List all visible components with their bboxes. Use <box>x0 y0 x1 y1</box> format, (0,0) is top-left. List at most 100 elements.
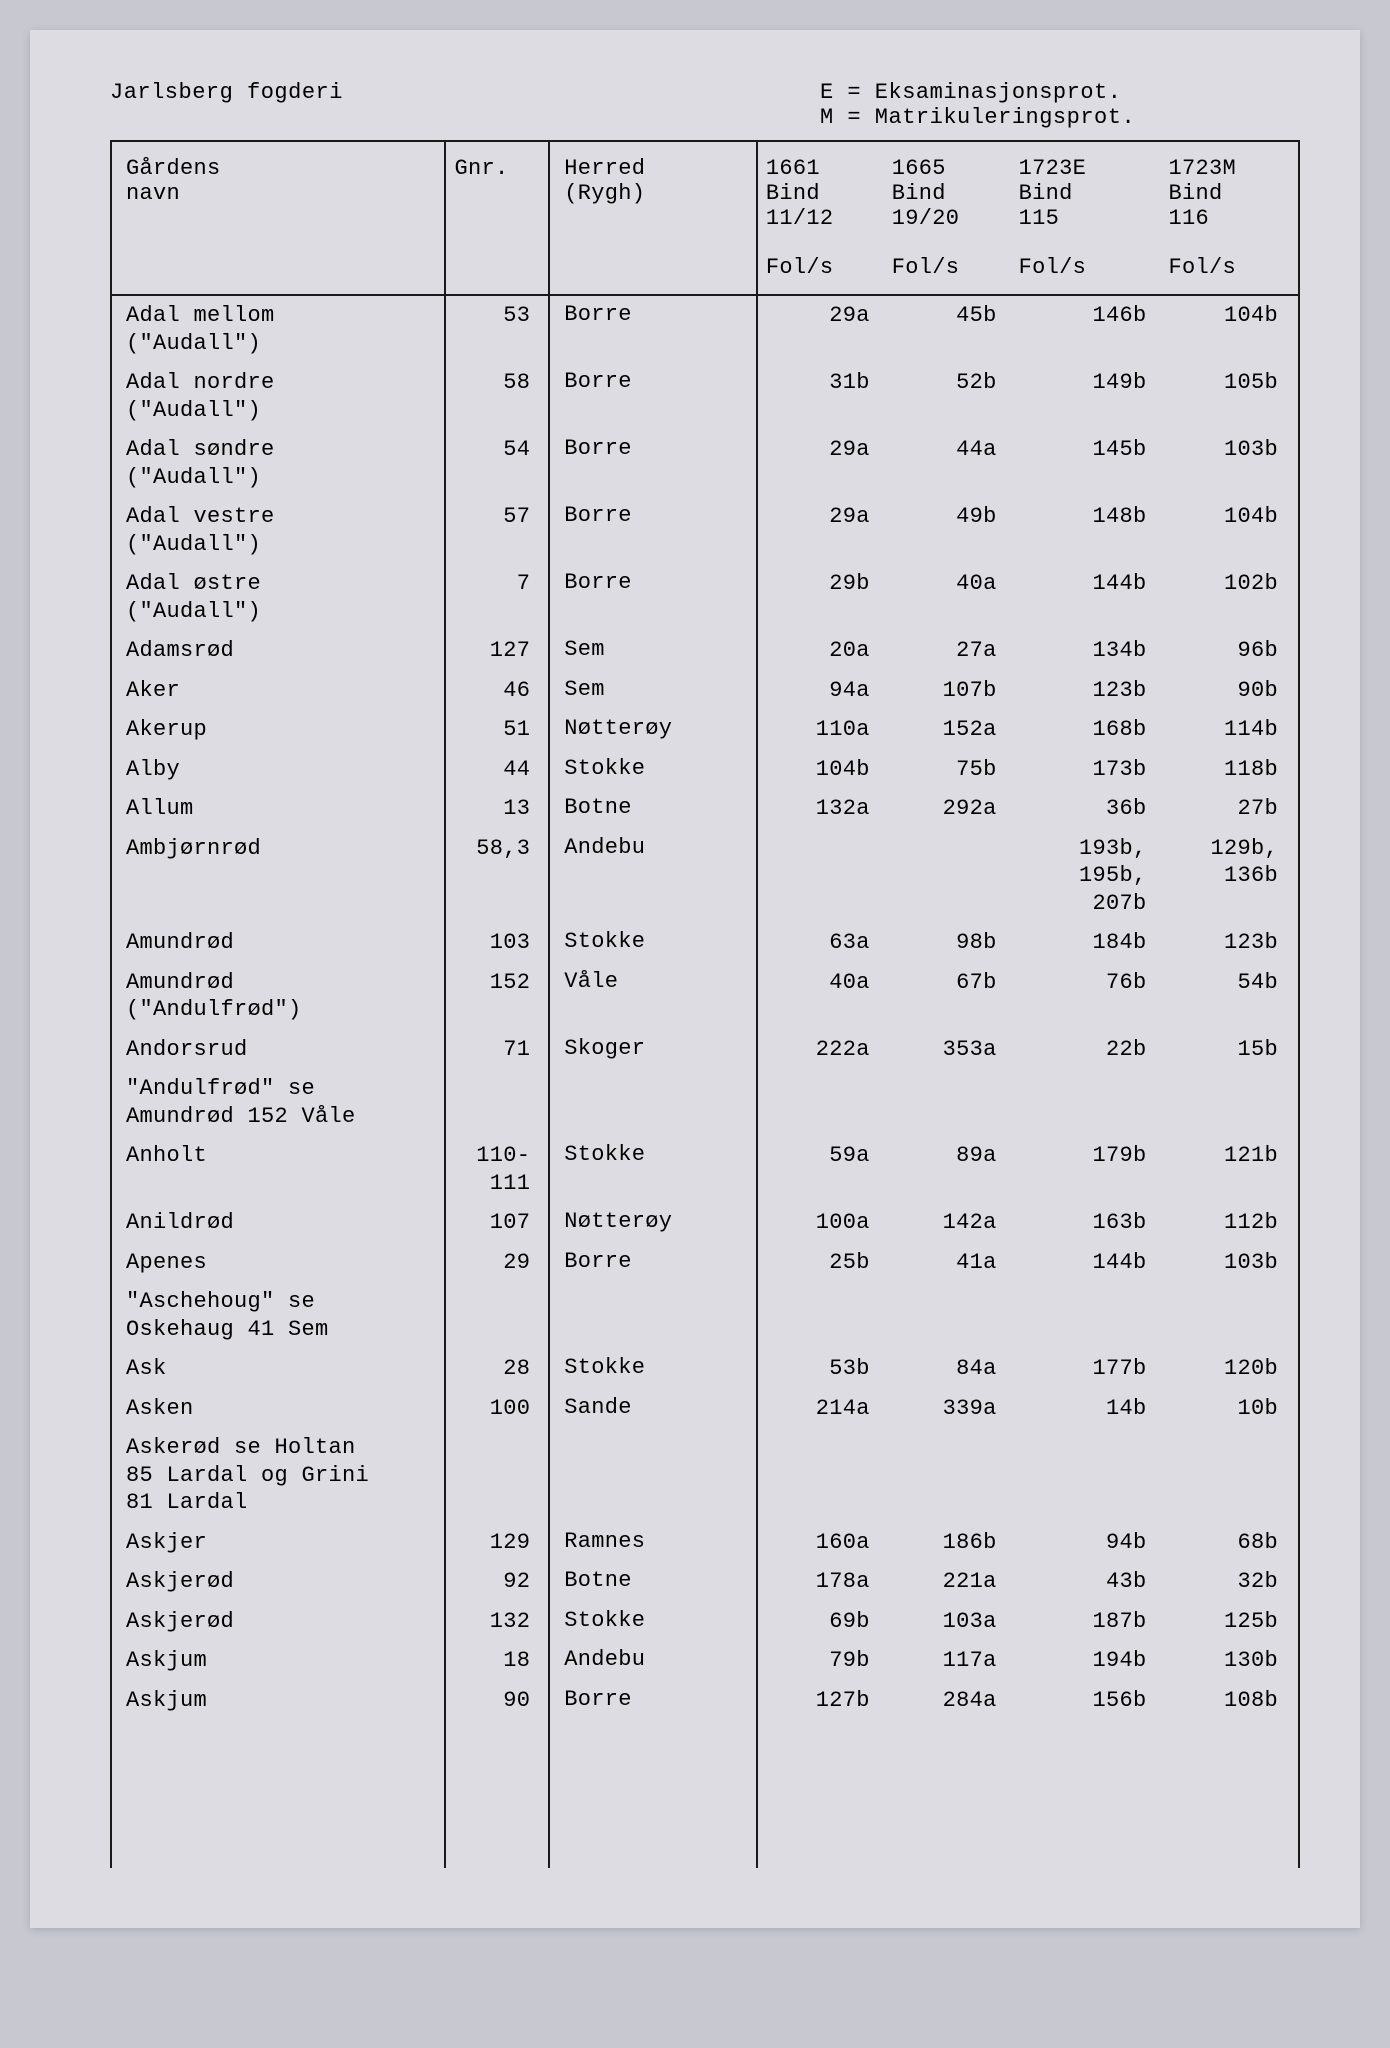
table-row: Askjerød132Stokke69b103a187b125b <box>111 1602 1299 1642</box>
cell-gnr: 110- 111 <box>445 1136 549 1203</box>
cell-1661: 104b <box>757 750 884 790</box>
table-row: Allum13Botne132a292a36b27b <box>111 789 1299 829</box>
cell-gnr: 152 <box>445 963 549 1030</box>
table-row: Adal søndre ("Audall")54Borre29a44a145b1… <box>111 430 1299 497</box>
table-row-empty <box>111 1831 1299 1868</box>
cell-1665: 103a <box>884 1602 1011 1642</box>
cell-1723m: 103b <box>1161 1243 1299 1283</box>
cell-name: Anholt <box>111 1136 445 1203</box>
cell-gnr: 90 <box>445 1681 549 1721</box>
cell-herred: Stokke <box>549 750 757 790</box>
cell-1661: 25b <box>757 1243 884 1283</box>
table-row-empty <box>111 1794 1299 1831</box>
cell-1723e: 123b <box>1011 671 1161 711</box>
cell-1665: 44a <box>884 430 1011 497</box>
cell-1723m: 32b <box>1161 1562 1299 1602</box>
cell-1665: 40a <box>884 564 1011 631</box>
cell-1665: 45b <box>884 295 1011 363</box>
table-row: Askerød se Holtan 85 Lardal og Grini 81 … <box>111 1428 1299 1523</box>
cell-name: Adamsrød <box>111 631 445 671</box>
cell-1665: 52b <box>884 363 1011 430</box>
cell-gnr: 29 <box>445 1243 549 1283</box>
cell-1723e: 156b <box>1011 1681 1161 1721</box>
cell-1723m: 90b <box>1161 671 1299 711</box>
cell-1723m: 102b <box>1161 564 1299 631</box>
fols-3: Fol/s <box>1011 245 1161 295</box>
cell-1723e: 173b <box>1011 750 1161 790</box>
col-header-name: Gårdens navn <box>111 141 445 245</box>
cell-gnr: 71 <box>445 1030 549 1070</box>
cell-gnr: 51 <box>445 710 549 750</box>
cell-1723m: 125b <box>1161 1602 1299 1642</box>
col-header-1723e: 1723E Bind 115 <box>1011 141 1161 245</box>
cell-name: Anildrød <box>111 1203 445 1243</box>
table-row: "Andulfrød" se Amundrød 152 Våle <box>111 1069 1299 1136</box>
table-row: Adal mellom ("Audall")53Borre29a45b146b1… <box>111 295 1299 363</box>
cell-gnr: 107 <box>445 1203 549 1243</box>
cell-1665: 117a <box>884 1641 1011 1681</box>
cell-1661 <box>757 1428 884 1523</box>
cell-herred: Botne <box>549 789 757 829</box>
cell-1661: 29a <box>757 497 884 564</box>
cell-1723e: 22b <box>1011 1030 1161 1070</box>
cell-herred: Våle <box>549 963 757 1030</box>
cell-gnr: 127 <box>445 631 549 671</box>
cell-name: Askerød se Holtan 85 Lardal og Grini 81 … <box>111 1428 445 1523</box>
page-header: Jarlsberg fogderi E = Eksaminasjonsprot.… <box>110 80 1300 130</box>
cell-1723m: 96b <box>1161 631 1299 671</box>
cell-1661: 222a <box>757 1030 884 1070</box>
cell-1723e: 144b <box>1011 1243 1161 1283</box>
cell-gnr: 54 <box>445 430 549 497</box>
table-row: Adamsrød127Sem20a27a134b96b <box>111 631 1299 671</box>
cell-1723m: 123b <box>1161 923 1299 963</box>
cell-1723e <box>1011 1428 1161 1523</box>
cell-name: Askjum <box>111 1641 445 1681</box>
cell-1723m: 104b <box>1161 295 1299 363</box>
cell-1723m: 103b <box>1161 430 1299 497</box>
cell-1661: 20a <box>757 631 884 671</box>
cell-gnr <box>445 1428 549 1523</box>
fols-4: Fol/s <box>1161 245 1299 295</box>
cell-1661 <box>757 1069 884 1136</box>
cell-1665: 89a <box>884 1136 1011 1203</box>
cell-name: Askjerød <box>111 1602 445 1642</box>
cell-1723e: 76b <box>1011 963 1161 1030</box>
cell-1661: 63a <box>757 923 884 963</box>
cell-1723e: 36b <box>1011 789 1161 829</box>
cell-1723m: 112b <box>1161 1203 1299 1243</box>
cell-gnr: 53 <box>445 295 549 363</box>
cell-herred: Stokke <box>549 1349 757 1389</box>
cell-gnr: 46 <box>445 671 549 711</box>
cell-1665: 152a <box>884 710 1011 750</box>
cell-1723m: 68b <box>1161 1523 1299 1563</box>
cell-herred: Borre <box>549 1681 757 1721</box>
table-row: Andorsrud71Skoger222a353a22b15b <box>111 1030 1299 1070</box>
legend-m: M = Matrikuleringsprot. <box>820 105 1300 130</box>
table-row: Amundrød103Stokke63a98b184b123b <box>111 923 1299 963</box>
cell-gnr: 28 <box>445 1349 549 1389</box>
cell-1723m: 54b <box>1161 963 1299 1030</box>
cell-1723e: 184b <box>1011 923 1161 963</box>
cell-name: Apenes <box>111 1243 445 1283</box>
cell-herred: Ramnes <box>549 1523 757 1563</box>
cell-1723m: 27b <box>1161 789 1299 829</box>
cell-1723m: 114b <box>1161 710 1299 750</box>
cell-1665: 49b <box>884 497 1011 564</box>
cell-1665: 84a <box>884 1349 1011 1389</box>
cell-1723e: 144b <box>1011 564 1161 631</box>
legend: E = Eksaminasjonsprot. M = Matrikulering… <box>820 80 1300 130</box>
cell-herred <box>549 1282 757 1349</box>
table-row: Adal nordre ("Audall")58Borre31b52b149b1… <box>111 363 1299 430</box>
cell-1661: 160a <box>757 1523 884 1563</box>
cell-1723e: 163b <box>1011 1203 1161 1243</box>
cell-gnr: 103 <box>445 923 549 963</box>
cell-herred: Borre <box>549 497 757 564</box>
cell-1723m <box>1161 1282 1299 1349</box>
cell-1723e: 179b <box>1011 1136 1161 1203</box>
cell-name: Adal mellom ("Audall") <box>111 295 445 363</box>
cell-1661: 29a <box>757 430 884 497</box>
cell-herred: Andebu <box>549 829 757 924</box>
cell-name: Adal vestre ("Audall") <box>111 497 445 564</box>
table-row: Akerup51Nøtterøy110a152a168b114b <box>111 710 1299 750</box>
cell-1661: 31b <box>757 363 884 430</box>
